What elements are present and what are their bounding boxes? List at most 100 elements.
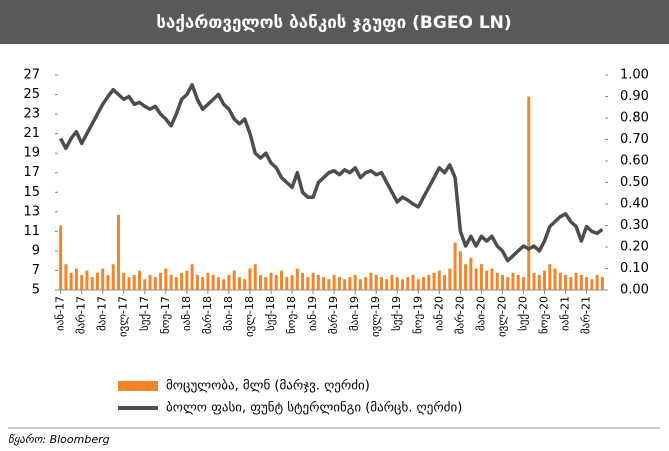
volume-bar — [59, 225, 63, 290]
x-tick-label: სექ-20 — [516, 296, 529, 331]
volume-bar — [211, 274, 215, 290]
volume-bar — [301, 272, 305, 290]
y2-tick-label: 0.40 — [620, 197, 649, 212]
volume-bar — [74, 268, 78, 290]
legend-label: ბოლო ფასი, ფუნტ სტერლინგი (მარცხ. ღერძი) — [166, 401, 462, 416]
volume-bar — [353, 274, 357, 290]
y2-tick-label: 0.00 — [620, 283, 649, 298]
y2-tick-label: 0.80 — [620, 111, 649, 126]
volume-bar — [90, 277, 94, 290]
y2-tick-label: 0.60 — [620, 154, 649, 169]
volume-bar — [411, 274, 415, 290]
y-tick-label: 11 — [23, 224, 40, 239]
x-tick-label: ნოე-18 — [285, 296, 298, 334]
volume-bar — [453, 242, 457, 290]
volume-bar — [379, 277, 383, 290]
volume-bar — [416, 279, 420, 290]
chart-title: საქართველოს ბანკის ჯგუფი (BGEO LN) — [156, 13, 511, 33]
volume-bar — [385, 279, 389, 290]
y2-tick-label: 0.90 — [620, 89, 649, 104]
volume-bar — [474, 268, 478, 290]
volume-bar — [590, 279, 594, 290]
volume-bar — [443, 274, 447, 290]
y-tick-label: 7 — [32, 263, 40, 278]
volume-bar — [374, 274, 378, 290]
volume-bar — [190, 264, 194, 290]
volume-bar — [195, 274, 199, 290]
volume-bar — [422, 277, 426, 290]
volume-bar — [322, 277, 326, 290]
volume-bar — [164, 268, 168, 290]
volume-bar — [316, 274, 320, 290]
volume-bar — [490, 268, 494, 290]
y-tick-label: 17 — [23, 165, 40, 180]
volume-bar — [95, 272, 99, 290]
volume-bar — [516, 274, 520, 290]
volume-bar — [390, 274, 394, 290]
x-tick-label: მარ-18 — [201, 296, 214, 334]
volume-bar — [332, 274, 336, 290]
volume-bar — [532, 272, 536, 290]
volume-bar — [122, 272, 126, 290]
x-tick-label: მარ-19 — [327, 296, 340, 334]
price-line — [59, 83, 604, 263]
volume-bar — [216, 277, 220, 290]
volume-bar — [348, 277, 352, 290]
x-tick-label: იან-17 — [54, 296, 67, 331]
title-bar — [0, 0, 669, 44]
x-tick-label: ივლ-19 — [369, 296, 382, 337]
x-tick-label: ივლ-18 — [243, 296, 256, 337]
y2-tick-label: 0.20 — [620, 240, 649, 255]
y-tick-label: 9 — [32, 243, 40, 258]
volume-bar — [585, 277, 589, 290]
volume-bar — [579, 274, 583, 290]
y-tick-label: 23 — [23, 107, 40, 122]
x-tick-label: ნოე-17 — [159, 296, 172, 334]
volume-bar — [369, 272, 373, 290]
volume-bar — [295, 268, 299, 290]
volume-bar — [248, 268, 252, 290]
volume-bar — [500, 274, 504, 290]
x-tick-label: ივლ-17 — [117, 296, 130, 337]
volume-bar — [311, 272, 315, 290]
x-tick-label: იან-19 — [306, 296, 319, 331]
x-tick-label: მარ-17 — [75, 296, 88, 334]
y-tick-label: 15 — [23, 185, 40, 200]
volume-bar — [101, 268, 105, 290]
volume-bar — [274, 274, 278, 290]
volume-bar — [595, 274, 599, 290]
volume-bar — [253, 264, 257, 290]
y-tick-label: 19 — [23, 146, 40, 161]
volume-bar — [537, 274, 541, 290]
volume-bar — [479, 264, 483, 290]
volume-bar — [569, 277, 573, 290]
volume-bar — [69, 272, 73, 290]
volume-bar — [337, 277, 341, 290]
volume-bar — [511, 272, 515, 290]
volume-bar — [148, 274, 152, 290]
volume-bar — [527, 96, 531, 290]
volume-bar — [169, 274, 173, 290]
volume-bar — [85, 270, 89, 290]
x-tick-label: მაი-18 — [222, 296, 235, 331]
volume-bar — [464, 264, 468, 290]
legend-label: მოცულობა, მლნ (მარჯვ. ღერძი) — [166, 379, 370, 394]
x-tick-label: ნოე-20 — [538, 296, 551, 334]
volume-bar — [485, 270, 489, 290]
volume-bar — [106, 274, 110, 290]
y-tick-label: 25 — [23, 87, 40, 102]
volume-bar — [280, 270, 284, 290]
volume-bar — [564, 274, 568, 290]
volume-bar — [258, 274, 262, 290]
volume-bar — [548, 264, 552, 290]
volume-bar — [111, 264, 115, 290]
y-tick-label: 5 — [32, 283, 40, 298]
volume-bar — [448, 268, 452, 290]
volume-bar — [343, 279, 347, 290]
volume-bar — [64, 264, 68, 290]
x-tick-label: მაი-17 — [96, 296, 109, 331]
x-tick-label: ივლ-20 — [495, 296, 508, 337]
volume-bar — [138, 270, 142, 290]
y2-tick-label: 0.30 — [620, 218, 649, 233]
volume-bar — [432, 272, 436, 290]
